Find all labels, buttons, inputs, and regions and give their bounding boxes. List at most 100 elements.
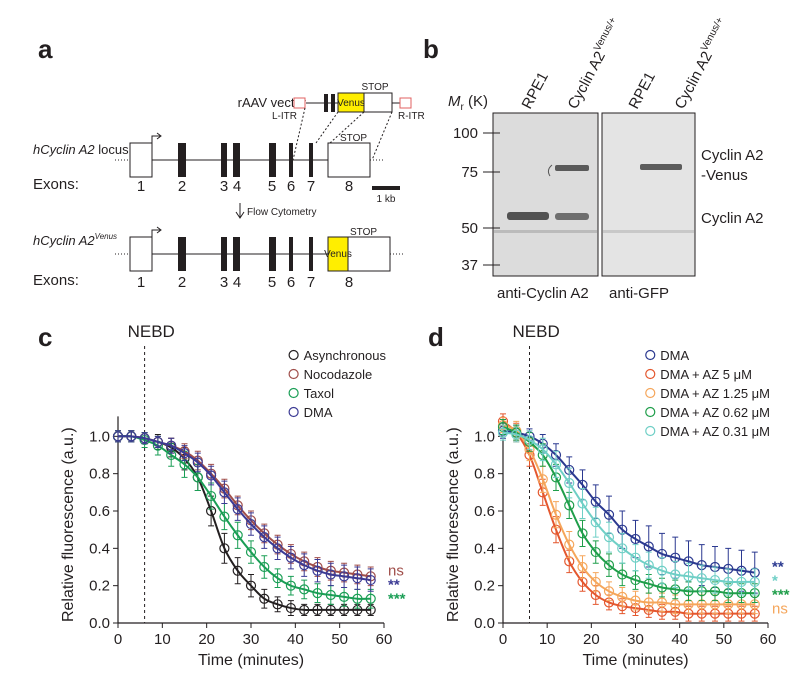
panel-label: d (428, 322, 444, 352)
y-tick-label: 0.6 (474, 503, 495, 520)
data-point (537, 444, 548, 455)
error-bar (234, 497, 241, 521)
exon-number: 8 (345, 274, 353, 291)
data-point (723, 576, 734, 588)
data-point (192, 472, 203, 483)
error-bar (194, 452, 201, 473)
error-bar (248, 540, 254, 564)
exon-number: 7 (307, 274, 315, 291)
lanes: RPE1 Cyclin A2Venus/+RPE1 Cyclin A2Venus/+ (519, 15, 733, 112)
lane-label: RPE1 (519, 69, 552, 112)
marker-label: 37 (461, 257, 478, 274)
data-point (497, 427, 509, 438)
markers: 100 75 50 37 (453, 125, 500, 274)
data-point (285, 580, 296, 591)
locus-suffix: locus (95, 142, 129, 157)
data-point (564, 500, 575, 511)
error-bar (287, 575, 294, 596)
data-point (736, 576, 747, 588)
vector-exon (331, 94, 335, 112)
legend-label: DMA (660, 348, 689, 363)
significance-label: * (772, 573, 778, 590)
error-bar (659, 557, 665, 585)
error-bar (287, 545, 294, 570)
error-bar (712, 566, 718, 594)
error-bar (261, 555, 268, 579)
error-bar (738, 568, 745, 596)
data-point (299, 560, 310, 571)
error-bar (367, 568, 374, 592)
x-tick-label: 30 (243, 631, 260, 648)
error-bar (274, 568, 281, 589)
error-bar (208, 465, 215, 486)
error-bar (592, 506, 599, 538)
data-point (603, 509, 615, 520)
x-tick-label: 20 (583, 631, 600, 648)
data-point (670, 599, 681, 610)
error-bar (579, 488, 586, 519)
data-point (219, 543, 230, 554)
error-bar (698, 564, 705, 592)
l-itr-label: L-ITR (272, 111, 297, 122)
series-line (502, 420, 755, 615)
lane-text: RPE1 (626, 69, 659, 112)
annotation-label: NEBD (513, 322, 560, 341)
error-bar (314, 603, 321, 617)
error-bar (685, 562, 692, 590)
chart: c 0 10 20 30 40 50 60 0.0 0.2 0.4 0.6 0.8 1.0 Time (mi… (38, 322, 406, 669)
data-point (219, 487, 230, 498)
x-tick-label: 40 (287, 631, 304, 648)
error-bar (632, 590, 639, 611)
exon-number: 5 (268, 178, 276, 195)
data-point (352, 593, 363, 604)
error-bar (274, 536, 281, 561)
exon-number: 5 (268, 274, 276, 291)
data-point (617, 569, 628, 580)
error-bar (261, 525, 268, 549)
error-bar (632, 544, 639, 572)
exon-number: 1 (137, 274, 145, 291)
y-tick-label: 0.8 (474, 466, 495, 483)
error-bar (579, 519, 586, 547)
legend-marker (645, 425, 656, 437)
exon-number: 6 (287, 274, 295, 291)
exon-number: 2 (178, 274, 186, 291)
data-point (656, 597, 668, 608)
data-point (590, 496, 601, 507)
lane-label: Cyclin A2Venus/+ (670, 15, 733, 111)
stop-label: STOP (350, 227, 377, 238)
data-point (259, 561, 270, 573)
data-point (603, 586, 615, 597)
y-tick-label: 0.4 (89, 540, 110, 557)
x-tick-label: 10 (154, 631, 171, 648)
data-point (643, 560, 654, 571)
legend-label: DMA + AZ 0.31 μM (660, 424, 770, 439)
homology-lines (292, 107, 393, 161)
error-bar (314, 583, 321, 603)
data-point (206, 470, 217, 481)
error-bar (606, 581, 612, 602)
knockin-sup: Venus (95, 232, 117, 241)
data-point (511, 429, 522, 440)
locus-gene: hCyclin A2 (33, 142, 95, 157)
y-tick-label: 0.4 (474, 540, 495, 557)
legend-marker (288, 406, 299, 418)
stop-label: STOP (340, 133, 367, 144)
data-point (126, 431, 137, 442)
data-point (577, 498, 588, 509)
lane-text: Cyclin A2 (672, 49, 716, 112)
data-point (232, 530, 243, 541)
data-point (312, 565, 323, 576)
error-bar (606, 521, 612, 553)
series-line (117, 435, 371, 612)
error-bar (592, 540, 599, 564)
data-point (709, 574, 721, 586)
error-bar (301, 579, 308, 600)
data-point (564, 539, 575, 550)
blot (492, 112, 599, 277)
error-bar (751, 568, 758, 596)
data-point (696, 573, 707, 584)
venus-label: Venus (337, 98, 365, 109)
